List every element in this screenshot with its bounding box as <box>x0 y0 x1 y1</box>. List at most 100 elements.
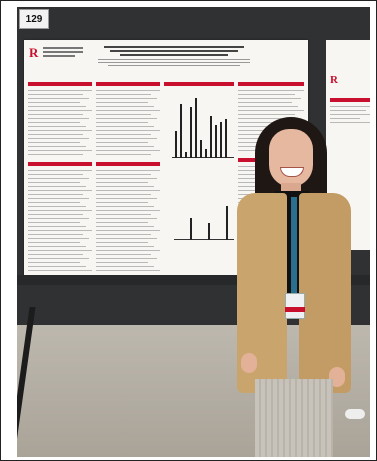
poster-text-line <box>28 134 83 135</box>
poster-text-line <box>96 186 154 187</box>
poster-text-line <box>28 262 80 263</box>
poster-text-line <box>28 202 80 203</box>
tan-blazer-right <box>299 193 351 393</box>
poster-text-line <box>28 246 86 247</box>
chart-bar <box>180 104 182 158</box>
poster-text-line <box>28 114 83 115</box>
poster-text-line <box>28 234 83 235</box>
conference-photo: 129 R <box>17 7 370 457</box>
board-frame-rail <box>17 275 370 285</box>
poster-text-line <box>238 114 295 115</box>
right-hand <box>329 367 345 387</box>
institution-text <box>43 51 83 53</box>
face <box>269 129 313 187</box>
poster-text-line <box>28 190 92 191</box>
poster-text-line <box>96 174 151 175</box>
poster-text-line <box>96 242 148 243</box>
poster-body-text <box>330 106 370 107</box>
poster-text-line <box>96 118 157 119</box>
poster-text-line <box>28 270 92 271</box>
poster-text-line <box>96 178 157 179</box>
chart-bar <box>185 152 187 158</box>
name-badge <box>285 293 305 319</box>
chart-bar <box>175 131 177 158</box>
section-header <box>164 82 234 86</box>
poster-text-line <box>28 186 86 187</box>
poster-text-line <box>96 198 157 199</box>
poster-text-line <box>28 250 92 251</box>
poster-body-text <box>330 118 360 119</box>
poster-text-line <box>96 206 154 207</box>
poster-text-line <box>96 90 160 91</box>
institution-text <box>43 55 75 57</box>
poster-text-line <box>28 102 80 103</box>
booth-number-card: 129 <box>19 9 49 29</box>
poster-text-line <box>96 230 160 231</box>
poster-text-line <box>96 126 154 127</box>
poster-text-line <box>28 254 83 255</box>
poster-text-line <box>96 146 154 147</box>
poster-text-line <box>28 206 86 207</box>
poster-text-line <box>96 222 148 223</box>
university-logo: R <box>29 45 39 60</box>
chart-bar <box>225 119 227 158</box>
lanyard <box>291 197 297 297</box>
poster-text-line <box>96 138 157 139</box>
chart-bar <box>200 140 202 158</box>
chart-bar <box>210 116 212 158</box>
poster-title <box>120 54 228 56</box>
poster-text-line <box>28 106 86 107</box>
poster-text-line <box>28 266 86 267</box>
poster-body-text <box>330 122 370 123</box>
poster-text-line <box>96 202 148 203</box>
section-header <box>238 82 304 86</box>
section-header <box>28 82 92 86</box>
chart-bar <box>190 107 192 158</box>
chart-bar <box>195 98 197 158</box>
poster-text-line <box>28 218 89 219</box>
poster-text-line <box>28 150 92 151</box>
chart-bar <box>208 223 210 240</box>
poster-text-line <box>28 94 83 95</box>
poster-text-line <box>28 174 83 175</box>
poster-text-line <box>238 90 304 91</box>
poster-authors <box>98 59 250 60</box>
poster-text-line <box>28 138 89 139</box>
poster-text-line <box>96 150 160 151</box>
poster-text-line <box>28 230 92 231</box>
poster-text-line <box>28 222 80 223</box>
poster-text-line <box>28 198 89 199</box>
poster-text-line <box>96 262 148 263</box>
poster-text-line <box>96 254 151 255</box>
university-logo: R <box>330 74 338 86</box>
poster-text-line <box>238 122 292 123</box>
poster-bar-chart-top <box>172 96 234 158</box>
poster-text-line <box>96 238 157 239</box>
poster-text-line <box>96 266 154 267</box>
poster-text-line <box>96 210 160 211</box>
poster-text-line <box>96 110 160 111</box>
section-header <box>330 98 370 102</box>
poster-text-line <box>238 98 301 99</box>
poster-text-line <box>96 270 160 271</box>
poster-text-line <box>96 258 157 259</box>
chart-axis <box>174 239 234 240</box>
poster-text-line <box>28 182 80 183</box>
poster-text-line <box>238 118 301 119</box>
poster-text-line <box>28 110 92 111</box>
poster-text-line <box>96 122 148 123</box>
chart-axis <box>172 157 234 158</box>
poster-text-line <box>28 122 80 123</box>
poster-text-line <box>96 134 151 135</box>
section-header <box>96 162 160 166</box>
poster-text-line <box>96 250 160 251</box>
poster-body-text <box>330 114 370 115</box>
poster-text-line <box>28 90 92 91</box>
poster-text-line <box>28 154 83 155</box>
presenter <box>217 117 367 457</box>
poster-text-line <box>238 94 295 95</box>
poster-text-line <box>96 234 151 235</box>
poster-text-line <box>96 130 160 131</box>
institution-text <box>43 47 83 49</box>
